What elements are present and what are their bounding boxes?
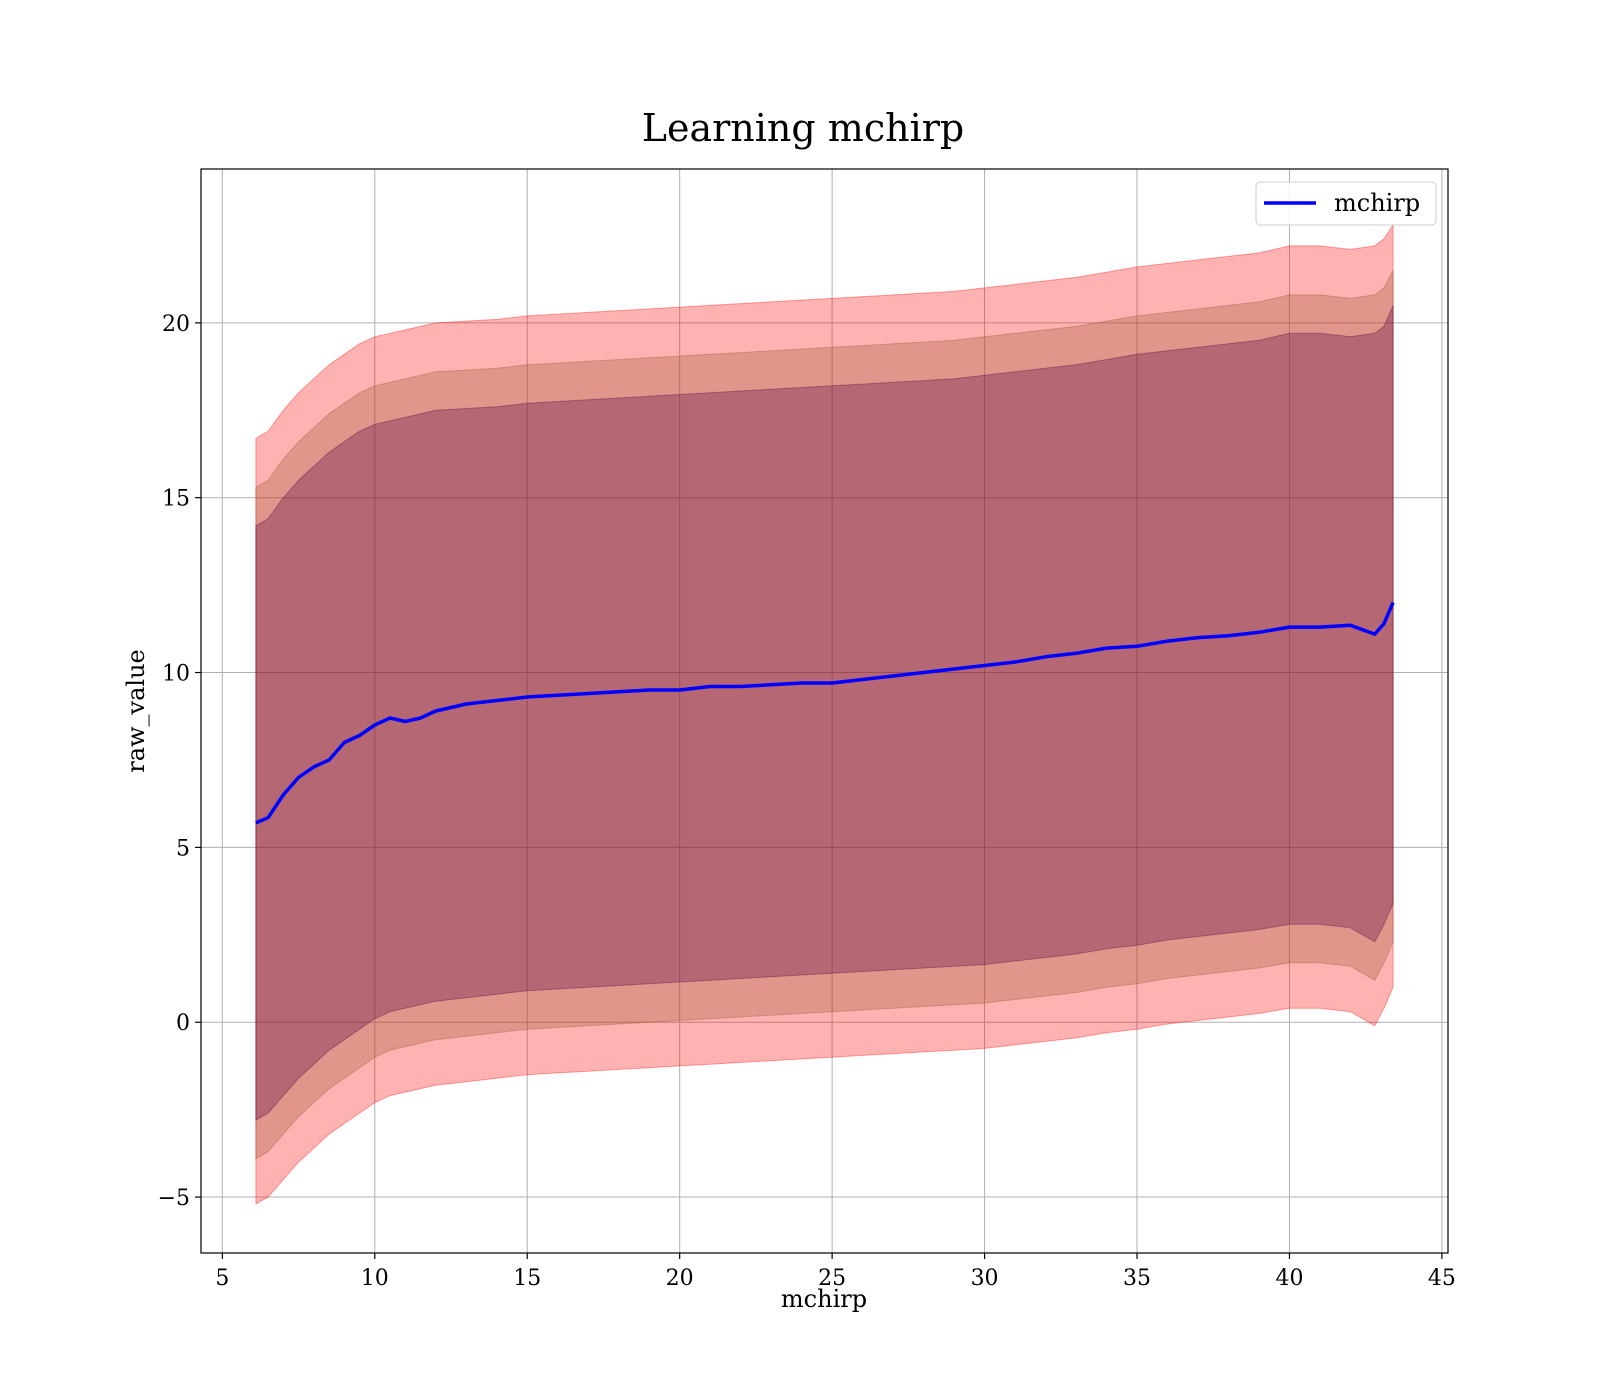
bands — [255, 223, 1394, 1205]
y-tick-label: 0 — [176, 1011, 190, 1036]
x-tick-label: 5 — [215, 1266, 229, 1291]
legend-entry-mchirp: mchirp — [1334, 189, 1420, 217]
chart-title: Learning mchirp — [642, 106, 964, 150]
x-tick-label: 45 — [1428, 1266, 1456, 1291]
series-line-mchirp — [255, 601, 1395, 825]
x-tick-label: 25 — [818, 1266, 846, 1291]
plot-area — [200, 168, 1449, 1254]
legend: mchirp — [1255, 181, 1437, 226]
x-tick-label: 35 — [1123, 1266, 1151, 1291]
x-tick-label: 40 — [1275, 1266, 1303, 1291]
x-axis-label: mchirp — [781, 1285, 867, 1313]
y-tick-label: −5 — [158, 1186, 190, 1211]
x-tick-label: 30 — [971, 1266, 999, 1291]
y-tick-label: 20 — [162, 312, 190, 337]
x-tick-label: 15 — [513, 1266, 541, 1291]
y-axis-label: raw_value — [122, 649, 150, 773]
x-tick-label: 10 — [361, 1266, 389, 1291]
legend-box — [1255, 181, 1437, 226]
plot-frame — [200, 168, 1449, 1254]
x-axis-ticks: 5 10 15 20 25 30 35 40 45 — [215, 1253, 1456, 1291]
y-tick-label: 5 — [176, 836, 190, 861]
x-tick-label: 20 — [666, 1266, 694, 1291]
y-axis-ticks: −5 0 5 10 15 20 — [158, 312, 201, 1211]
y-tick-label: 15 — [162, 487, 190, 512]
y-tick-label: 10 — [162, 662, 190, 687]
y-gridlines — [201, 322, 1448, 1198]
x-gridlines — [221, 169, 1443, 1253]
band-middle — [255, 270, 1394, 1160]
series-lines — [255, 601, 1395, 825]
band-outer — [255, 223, 1394, 1205]
band-inner — [255, 305, 1394, 1121]
